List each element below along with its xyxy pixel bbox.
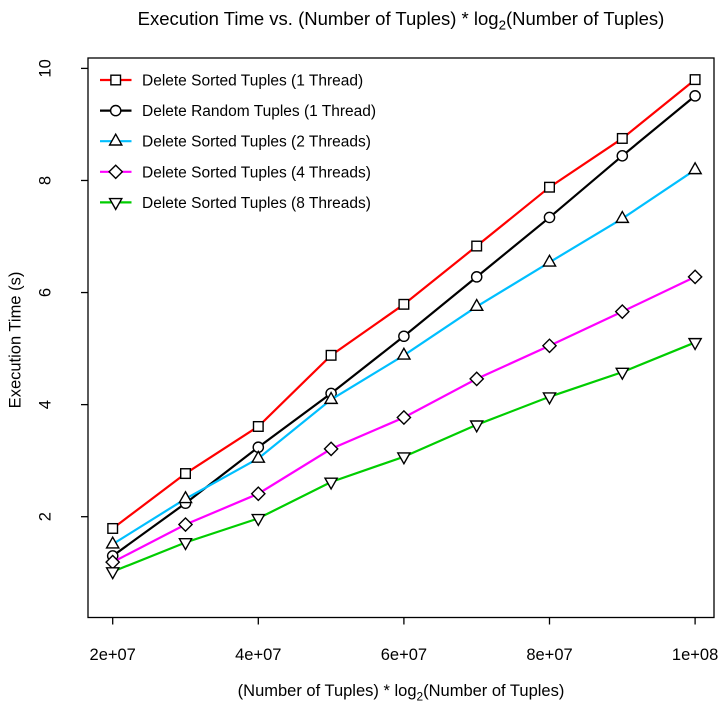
data-point-delete-sorted-tuples-8-threads — [687, 337, 703, 351]
data-point-delete-sorted-tuples-2-threads — [615, 210, 630, 224]
data-point-delete-sorted-tuples-4-threads — [614, 304, 630, 320]
data-point-delete-sorted-tuples-4-threads — [396, 409, 412, 426]
legend-label-delete-sorted-tuples-1-thread: Delete Sorted Tuples (1 Thread) — [142, 73, 363, 90]
data-point-delete-sorted-tuples-8-threads — [542, 392, 557, 406]
chart-title: Execution Time vs. (Number of Tuples) * … — [138, 8, 665, 33]
data-point-delete-sorted-tuples-1-thread — [325, 349, 337, 361]
data-point-delete-sorted-tuples-8-threads — [323, 477, 339, 491]
data-point-delete-sorted-tuples-8-threads — [105, 567, 120, 581]
data-point-delete-sorted-tuples-8-threads — [396, 452, 412, 466]
data-point-delete-random-tuples-1-thread — [470, 271, 483, 283]
y-axis-label: Execution Time (s) — [7, 272, 26, 409]
data-point-delete-sorted-tuples-1-thread — [689, 74, 701, 86]
chart-title-subscript: 2 — [498, 17, 506, 33]
legend-label-delete-sorted-tuples-2-threads: Delete Sorted Tuples (2 Threads) — [142, 134, 371, 151]
data-point-delete-sorted-tuples-1-thread — [398, 298, 410, 310]
x-tick-label: 4e+07 — [235, 646, 281, 664]
x-tick-label: 6e+07 — [381, 646, 427, 664]
y-tick-label: 2 — [36, 512, 54, 521]
data-point-delete-sorted-tuples-1-thread — [544, 181, 556, 193]
data-point-delete-sorted-tuples-4-threads — [177, 516, 194, 533]
data-point-delete-sorted-tuples-2-threads — [178, 490, 193, 504]
data-point-delete-sorted-tuples-4-threads — [541, 338, 558, 354]
data-point-delete-sorted-tuples-4-threads — [687, 269, 703, 285]
y-tick-label: 10 — [36, 59, 54, 77]
data-point-delete-sorted-tuples-1-thread — [179, 468, 191, 480]
data-point-delete-sorted-tuples-2-threads — [323, 391, 339, 405]
x-axis-label-subscript: 2 — [416, 689, 424, 704]
data-point-delete-sorted-tuples-1-thread — [252, 420, 264, 432]
chart-title-text-end: (Number of Tuples) — [505, 8, 665, 29]
legend-marker-delete-sorted-tuples-2-threads — [108, 132, 123, 146]
data-point-delete-sorted-tuples-1-thread — [107, 522, 119, 534]
legend-marker-delete-sorted-tuples-1-thread — [110, 74, 122, 86]
y-axis-label-text: Execution Time (s) — [6, 271, 25, 409]
data-point-delete-sorted-tuples-4-threads — [469, 371, 485, 387]
data-point-delete-sorted-tuples-2-threads — [396, 346, 412, 360]
data-point-delete-sorted-tuples-2-threads — [105, 535, 120, 549]
y-tick-label: 8 — [36, 176, 54, 185]
data-point-delete-sorted-tuples-2-threads — [469, 298, 484, 312]
legend-marker-delete-sorted-tuples-4-threads — [108, 164, 124, 180]
data-point-delete-random-tuples-1-thread — [616, 150, 629, 162]
legend-label-delete-sorted-tuples-4-threads: Delete Sorted Tuples (4 Threads) — [142, 164, 371, 181]
x-axis-label-text: (Number of Tuples) * log — [237, 682, 417, 700]
x-axis-label-text-end: (Number of Tuples) — [423, 682, 565, 700]
data-point-delete-sorted-tuples-1-thread — [471, 240, 483, 252]
data-point-delete-sorted-tuples-2-threads — [251, 449, 266, 463]
data-point-delete-sorted-tuples-4-threads — [250, 486, 266, 502]
x-tick-label: 2e+07 — [90, 646, 136, 664]
data-point-delete-random-tuples-1-thread — [398, 330, 410, 343]
data-point-delete-sorted-tuples-8-threads — [251, 513, 266, 527]
x-tick-label: 1e+08 — [672, 646, 718, 664]
y-tick-label: 4 — [36, 400, 54, 409]
data-point-delete-random-tuples-1-thread — [543, 211, 556, 224]
data-point-delete-sorted-tuples-2-threads — [687, 161, 703, 175]
y-tick-label: 6 — [36, 288, 54, 297]
legend-marker-delete-random-tuples-1-thread — [109, 104, 122, 117]
data-point-delete-sorted-tuples-8-threads — [469, 420, 484, 434]
legend-marker-delete-sorted-tuples-8-threads — [108, 197, 123, 211]
x-tick-label: 8e+07 — [526, 646, 572, 664]
data-point-delete-random-tuples-1-thread — [689, 90, 701, 102]
legend-label-delete-random-tuples-1-thread: Delete Random Tuples (1 Thread) — [142, 103, 376, 120]
data-point-delete-sorted-tuples-8-threads — [178, 537, 193, 551]
data-point-delete-sorted-tuples-4-threads — [323, 441, 339, 457]
x-axis-label: (Number of Tuples) * log2(Number of Tupl… — [238, 682, 565, 703]
legend-label-delete-sorted-tuples-8-threads: Delete Sorted Tuples (8 Threads) — [142, 195, 371, 212]
data-point-delete-sorted-tuples-1-thread — [616, 132, 628, 144]
chart-title-text: Execution Time vs. (Number of Tuples) * … — [137, 8, 499, 29]
data-point-delete-sorted-tuples-2-threads — [542, 253, 557, 267]
plot-border — [87, 57, 715, 619]
data-point-delete-sorted-tuples-8-threads — [615, 367, 630, 381]
